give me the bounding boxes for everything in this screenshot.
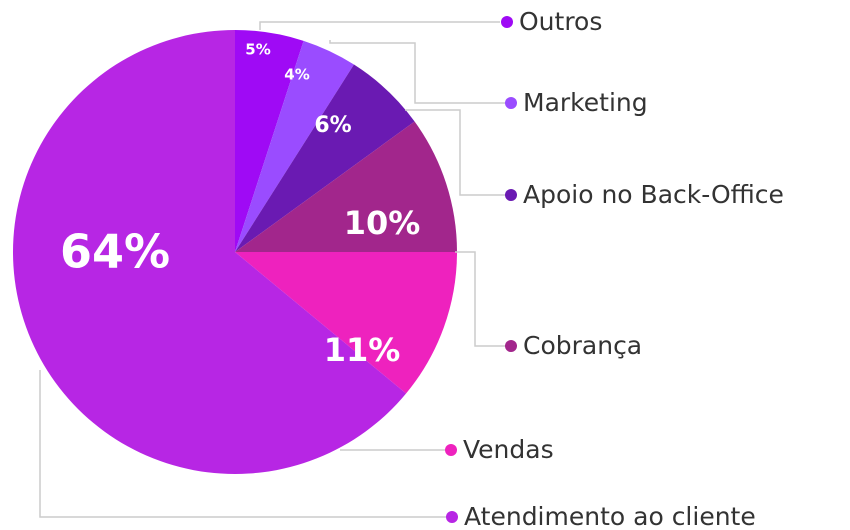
data-label: 64% bbox=[60, 225, 170, 279]
data-label: 4% bbox=[284, 66, 309, 84]
leader-line bbox=[455, 251, 505, 347]
legend-dot bbox=[501, 16, 513, 28]
data-label: 11% bbox=[324, 331, 401, 369]
pie-slice bbox=[12, 30, 407, 474]
leader-line bbox=[405, 109, 505, 196]
data-label: 5% bbox=[245, 41, 270, 59]
data-label: 6% bbox=[314, 113, 351, 138]
pie-slice bbox=[235, 64, 415, 252]
legend-dot bbox=[446, 511, 458, 523]
legend-dot bbox=[505, 340, 517, 352]
legend-label: Vendas bbox=[463, 435, 554, 464]
leader-line bbox=[39, 370, 446, 518]
legend-dot bbox=[445, 444, 457, 456]
legend-label: Apoio no Back-Office bbox=[523, 180, 784, 209]
data-label: 10% bbox=[344, 204, 421, 242]
leader-line bbox=[329, 40, 505, 104]
pie-slice bbox=[235, 121, 457, 252]
pie-slice bbox=[235, 30, 304, 252]
legend-label: Cobrança bbox=[523, 331, 642, 360]
legend-label: Outros bbox=[519, 7, 602, 36]
legend-label: Marketing bbox=[523, 88, 648, 117]
leader-line bbox=[259, 21, 500, 30]
legend-label: Atendimento ao cliente bbox=[464, 502, 756, 530]
legend-dot bbox=[505, 189, 517, 201]
pie-slice bbox=[235, 40, 354, 253]
legend-dot bbox=[505, 97, 517, 109]
pie-slice bbox=[235, 252, 457, 394]
